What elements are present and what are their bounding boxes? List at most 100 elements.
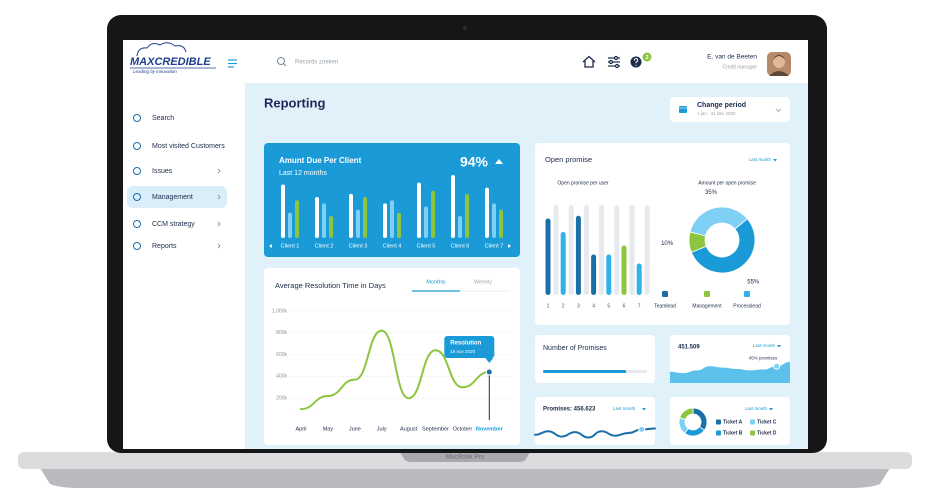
bar-track	[614, 205, 620, 295]
x-tick-label: 3	[577, 303, 580, 309]
legend-swatch	[716, 419, 721, 425]
bar	[458, 215, 462, 238]
x-tick-label: Client 6	[451, 243, 470, 249]
bar	[322, 203, 326, 238]
kpi-arrow	[495, 159, 503, 164]
legend-swatch	[662, 291, 668, 297]
legend-label: Management	[692, 303, 722, 309]
bar	[621, 245, 627, 295]
bar	[431, 190, 435, 238]
nav-item[interactable]: Management	[152, 194, 193, 201]
legend-swatch	[704, 291, 710, 297]
pager-next[interactable]	[508, 244, 511, 248]
tab[interactable]: Monthly	[426, 279, 446, 285]
nav-item[interactable]: Reports	[152, 243, 177, 250]
bar	[606, 254, 612, 295]
user-role: Credit manager	[723, 64, 758, 70]
filter-caret	[773, 159, 777, 162]
bar	[315, 197, 319, 238]
y-tick-label: 600k	[276, 352, 287, 358]
card-filter[interactable]: Last month	[749, 157, 772, 162]
card-title: Open promise	[545, 155, 592, 164]
menu-toggle[interactable]	[228, 59, 237, 68]
bar-track	[629, 205, 635, 295]
search-placeholder: Records zoeken	[295, 60, 338, 66]
x-tick-label: November	[476, 426, 504, 432]
y-tick-label: 800k	[276, 330, 287, 336]
notification-badge[interactable]	[642, 52, 652, 62]
card-pie: Last month Ticket A Ticket B Ticket C Ticket…	[670, 397, 790, 445]
nav-icon	[133, 220, 141, 228]
bar	[417, 182, 421, 238]
filter-caret	[642, 408, 646, 411]
nav-item[interactable]: Issues	[152, 168, 173, 175]
legend-label: Ticket A	[723, 419, 743, 425]
bar	[451, 175, 455, 238]
bar	[492, 203, 496, 238]
x-tick-label: August	[400, 426, 418, 432]
logo-cloud	[136, 42, 187, 57]
bar-track	[583, 205, 589, 295]
bar	[363, 197, 367, 238]
filter-caret	[769, 408, 773, 411]
card	[264, 268, 520, 445]
bar	[545, 218, 551, 295]
card	[535, 143, 790, 325]
card-filter[interactable]: Last month	[753, 343, 776, 348]
nav-item[interactable]: CCM strategy	[152, 221, 195, 228]
x-tick-label: Client 3	[349, 243, 368, 249]
x-tick-label: Client 2	[315, 243, 334, 249]
card-title: Amount per open promise	[698, 180, 756, 186]
bar-track	[553, 205, 559, 295]
nav-item[interactable]: Search	[152, 115, 174, 122]
progress-fill	[543, 370, 627, 373]
bar	[295, 200, 299, 238]
logo[interactable]: MAXCREDIBLE	[130, 56, 211, 68]
home-icon[interactable]	[582, 55, 596, 68]
nav-chevron	[217, 194, 221, 200]
user-avatar[interactable]	[767, 52, 791, 76]
card-line: Promises: 456.623 Last month	[534, 397, 656, 445]
card-progress: Number of Promises	[535, 335, 655, 383]
search-field[interactable]: Records zoeken	[277, 57, 339, 67]
bar-track	[599, 205, 605, 295]
card-line: Average Resolution Time in Days 200k 400k 6…	[264, 268, 520, 445]
legend-swatch	[744, 291, 750, 297]
nav-chevron	[217, 168, 221, 174]
bar	[329, 215, 333, 238]
y-tick-label: 400k	[276, 374, 287, 380]
nav-icon	[133, 167, 141, 175]
tooltip-date: 19 nov 2020	[450, 349, 475, 354]
nav-icon	[133, 114, 141, 122]
tab[interactable]: Weekly	[474, 279, 492, 285]
x-tick-label: June	[349, 426, 361, 432]
bar	[591, 254, 597, 295]
x-tick-label: Client 7	[485, 243, 504, 249]
bar	[560, 232, 566, 295]
x-tick-label: 2	[562, 303, 565, 309]
bar	[349, 193, 353, 238]
card	[264, 143, 520, 257]
settings-icon[interactable]	[608, 55, 620, 69]
x-tick-label: July	[377, 426, 387, 432]
card-filter[interactable]: Last month	[613, 406, 636, 411]
card-pie: Amount per open promise 35% 10% 55%	[661, 180, 760, 285]
nav-chevron	[217, 243, 221, 249]
pager-prev[interactable]	[269, 244, 272, 248]
laptop-notch	[400, 452, 530, 462]
card-bar: Amunt Due Per Client Last 12 months 94% Cli…	[264, 143, 520, 257]
slice-label: 35%	[705, 190, 718, 196]
nav-icon	[133, 142, 141, 150]
bar-track	[644, 205, 650, 295]
area-series	[670, 362, 790, 383]
period-picker[interactable]: Change period 1 jan - 31 dec 2020	[670, 97, 790, 122]
page-title: Reporting	[264, 95, 325, 110]
slice-label: 10%	[661, 241, 674, 247]
logo-tagline: Leading by innovation	[133, 69, 177, 74]
card-filter[interactable]: Last month	[745, 406, 768, 411]
device-label: MacBook Pro	[445, 454, 484, 461]
legend-label: Ticket B	[723, 430, 743, 436]
nav-item[interactable]: Most visited Customers	[152, 143, 225, 150]
card	[535, 335, 655, 383]
